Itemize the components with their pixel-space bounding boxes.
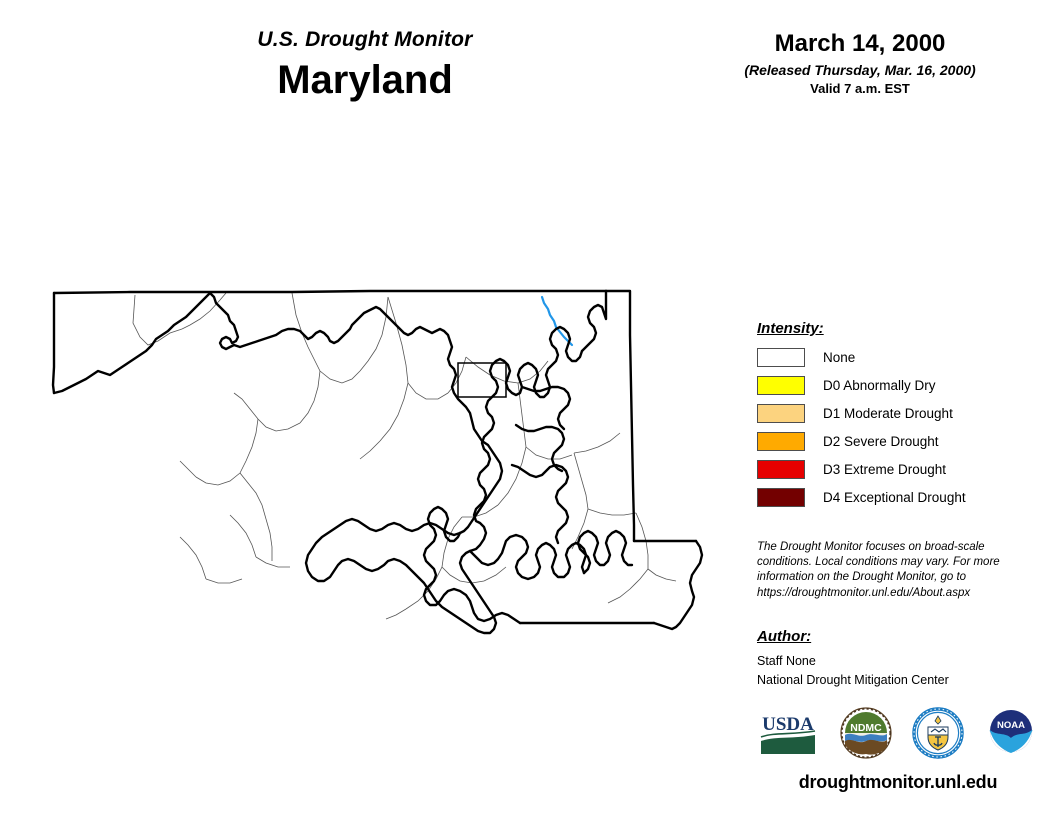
date-block: March 14, 2000 (Released Thursday, Mar. … [700,30,1020,96]
svg-text:USDA: USDA [762,714,814,735]
state-title: Maryland [277,58,453,103]
title-block: U.S. Drought Monitor Maryland [130,28,600,103]
legend-title: Intensity: [757,320,824,337]
legend-item-d1[interactable]: D1 Moderate Drought [757,401,1027,425]
legend-swatch-none [757,347,805,367]
logo-row: USDA NDMC [757,706,1037,764]
legend-item-d3[interactable]: D3 Extreme Drought [757,457,1027,481]
legend-item-d2[interactable]: D2 Severe Drought [757,429,1027,453]
svg-text:NDMC: NDMC [850,722,882,734]
legend-swatch-d3 [757,459,805,479]
author-block: Author: Staff None National Drought Miti… [757,628,1027,690]
valid-date: March 14, 2000 [774,30,946,57]
author-organization: National Drought Mitigation Center [757,672,949,687]
legend-swatch-d1 [757,403,805,423]
program-title: U.S. Drought Monitor [257,28,473,51]
legend-label-d4: D4 Exceptional Drought [823,489,966,505]
drought-map[interactable] [30,275,730,675]
legend-swatch-d2 [757,431,805,451]
legend-label-d2: D2 Severe Drought [823,433,939,449]
noaa-logo[interactable]: NOAA [985,707,1037,764]
footer-url[interactable]: droughtmonitor.unl.edu [798,772,998,792]
legend-item-none[interactable]: None [757,345,1027,369]
legend-item-d0[interactable]: D0 Abnormally Dry [757,373,1027,397]
author-title: Author: [757,628,812,645]
map-state-outline [51,289,704,635]
svg-text:NOAA: NOAA [997,720,1025,731]
legend-label-none: None [823,349,856,365]
legend-swatch-d4 [757,487,805,507]
disclaimer-text: The Drought Monitor focuses on broad-sca… [757,541,1000,599]
legend-label-d3: D3 Extreme Drought [823,461,947,477]
legend-label-d1: D1 Moderate Drought [823,405,953,421]
released-date: (Released Thursday, Mar. 16, 2000) [744,61,976,78]
usdc-seal-logo[interactable] [912,706,965,764]
legend-item-d4[interactable]: D4 Exceptional Drought [757,485,1027,509]
legend: Intensity: None D0 Abnormally Dry D1 Mod… [757,320,1027,513]
usda-logo[interactable]: USDA [757,708,819,763]
legend-label-d0: D0 Abnormally Dry [823,377,936,393]
author-name: Staff None [757,654,816,668]
map-county-lines [132,292,677,620]
valid-time: Valid 7 a.m. EST [810,80,910,96]
map-baltimore-city [457,362,507,398]
legend-swatch-d0 [757,375,805,395]
map-rivers [540,295,574,347]
ndmc-logo[interactable]: NDMC [840,706,892,764]
